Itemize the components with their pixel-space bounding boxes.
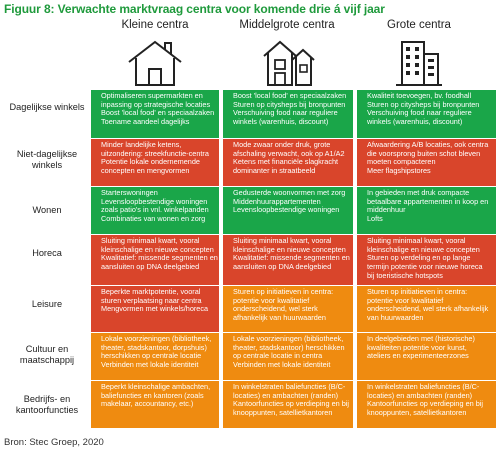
row-label-horeca: Horeca bbox=[32, 248, 62, 258]
cell-niet-dagelijkse-middelgrote: Mode zwaar onder druk, grote afschaling v… bbox=[223, 139, 353, 186]
townhouse-icon bbox=[260, 38, 316, 93]
cell-bedrijfs-kleine: Beperkt kleinschalige ambachten, baliefun… bbox=[91, 381, 219, 428]
cell-bedrijfs-grote: In winkelstraten baliefuncties (B/C-loca… bbox=[357, 381, 496, 428]
column-header-kleine-centra: Kleine centra bbox=[121, 19, 189, 31]
cell-leisure-kleine: Beperkte marktpotentie, vooral sturen ver… bbox=[91, 286, 219, 332]
row-label-cultuur-en-maatschappij: Cultuur en maatschappij bbox=[19, 344, 75, 365]
house-icon bbox=[127, 38, 183, 93]
cell-dagelijkse-kleine: Optimaliseren supermarkten en inpassing o… bbox=[91, 90, 219, 138]
source-note: Bron: Stec Groep, 2020 bbox=[4, 437, 104, 448]
cell-wonen-grote: In gebieden met druk compacte betaalbare … bbox=[357, 187, 496, 234]
figure-title: Figuur 8: Verwachte marktvraag centra vo… bbox=[4, 2, 385, 16]
row-label-bedrijfs-en-kantoorfuncties: Bedrijfs- en kantoorfuncties bbox=[15, 394, 79, 415]
cell-leisure-middelgrote: Sturen op initiatieven in centra: potenti… bbox=[223, 286, 353, 332]
apartment-building-icon bbox=[394, 38, 444, 93]
cell-horeca-grote: Sluiting minimaal kwart, vooral kleinscha… bbox=[357, 235, 496, 285]
column-header-middelgrote-centra: Middelgrote centra bbox=[239, 19, 335, 31]
cell-dagelijkse-grote: Kwaliteit toevoegen, bv. foodhall Sturen … bbox=[357, 90, 496, 138]
cell-leisure-grote: Sturen op initiatieven in centra: potenti… bbox=[357, 286, 496, 332]
cell-cultuur-grote: In deelgebieden met (historische) kwalite… bbox=[357, 333, 496, 380]
cell-wonen-middelgrote: Gedusterde woonvormen met zorg Middenhuur… bbox=[223, 187, 353, 234]
cell-wonen-kleine: Starterswoningen Levensloopbestendige won… bbox=[91, 187, 219, 234]
cell-cultuur-middelgrote: Lokale voorzieningen (bibliotheek, theate… bbox=[223, 333, 353, 380]
cell-horeca-middelgrote: Sluiting minimaal kwart, vooral kleinscha… bbox=[223, 235, 353, 285]
row-label-leisure: Leisure bbox=[31, 299, 63, 309]
column-header-grote-centra: Grote centra bbox=[387, 19, 451, 31]
row-label-wonen: Wonen bbox=[32, 205, 62, 215]
cell-horeca-kleine: Sluiting minimaal kwart, vooral kleinscha… bbox=[91, 235, 219, 285]
cell-niet-dagelijkse-grote: Afwaardering A/B locaties, ook centra die… bbox=[357, 139, 496, 186]
row-label-dagelijkse-winkels: Dagelijkse winkels bbox=[9, 102, 85, 112]
cell-niet-dagelijkse-kleine: Minder landelijke ketens, uitzondering: s… bbox=[91, 139, 219, 186]
cell-dagelijkse-middelgrote: Boost 'local food' en speciaalzaken Sture… bbox=[223, 90, 353, 138]
cell-bedrijfs-middelgrote: In winkelstraten baliefuncties (B/C-loca… bbox=[223, 381, 353, 428]
cell-cultuur-kleine: Lokale voorzieningen (bibliotheek, theate… bbox=[91, 333, 219, 380]
row-label-niet-dagelijkse-winkels: Niet-dagelijkse winkels bbox=[16, 149, 78, 170]
